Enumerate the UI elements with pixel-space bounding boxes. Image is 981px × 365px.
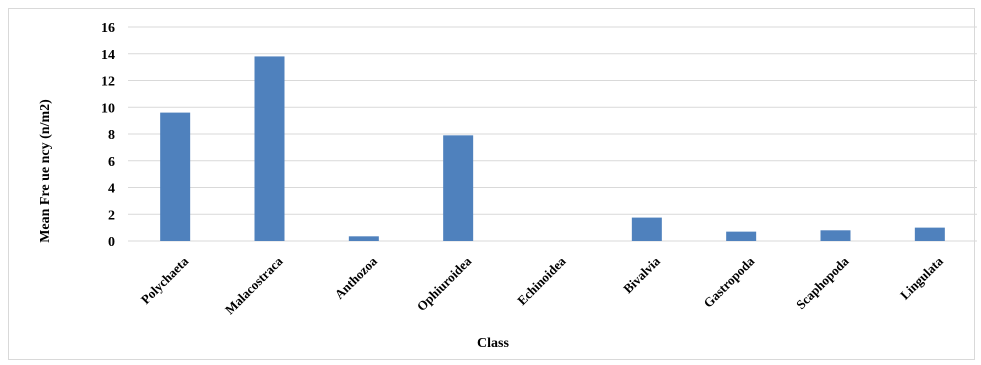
bar-gastropoda — [726, 231, 757, 241]
bar-anthozoa — [348, 236, 379, 241]
x-axis-title: Class — [477, 336, 509, 351]
y-tick-label: 6 — [108, 155, 115, 170]
x-tick-label: Gastropoda — [700, 253, 757, 310]
bar-lingulata — [914, 227, 945, 241]
bar-malacostraca — [254, 56, 285, 241]
x-tick-label: Echinoidea — [514, 253, 569, 308]
y-tick-label: 8 — [108, 128, 115, 143]
bars — [160, 56, 945, 241]
x-tick-label: Lingulata — [897, 253, 946, 302]
x-tick-label: Malacostraca — [222, 253, 286, 317]
y-tick-label: 16 — [101, 21, 115, 36]
x-tick-label: Anthozoa — [332, 253, 381, 302]
y-tick-label: 10 — [101, 101, 115, 116]
y-tick-labels: 0 2 4 6 8 10 12 14 16 — [101, 21, 115, 250]
x-tick-label: Bivalvia — [620, 253, 663, 296]
x-tick-label: Polychaeta — [138, 253, 192, 307]
bar-ophiuroidea — [443, 135, 474, 241]
bar-scaphopoda — [820, 230, 851, 241]
y-tick-label: 0 — [108, 235, 115, 250]
y-axis-title: Mean Fre ue ncy (n/m2) — [38, 99, 53, 243]
x-tick-labels: Polychaeta Malacostraca Anthozoa Ophiuroide… — [138, 253, 947, 317]
bar-polychaeta — [160, 112, 191, 241]
x-tick-label: Ophiuroidea — [414, 253, 475, 314]
bar-bivalvia — [631, 217, 662, 241]
x-tick-label: Scaphopoda — [793, 253, 852, 312]
y-tick-label: 4 — [108, 182, 115, 197]
y-tick-label: 2 — [108, 208, 115, 223]
y-tick-label: 12 — [101, 75, 115, 90]
y-tick-label: 14 — [101, 48, 115, 63]
